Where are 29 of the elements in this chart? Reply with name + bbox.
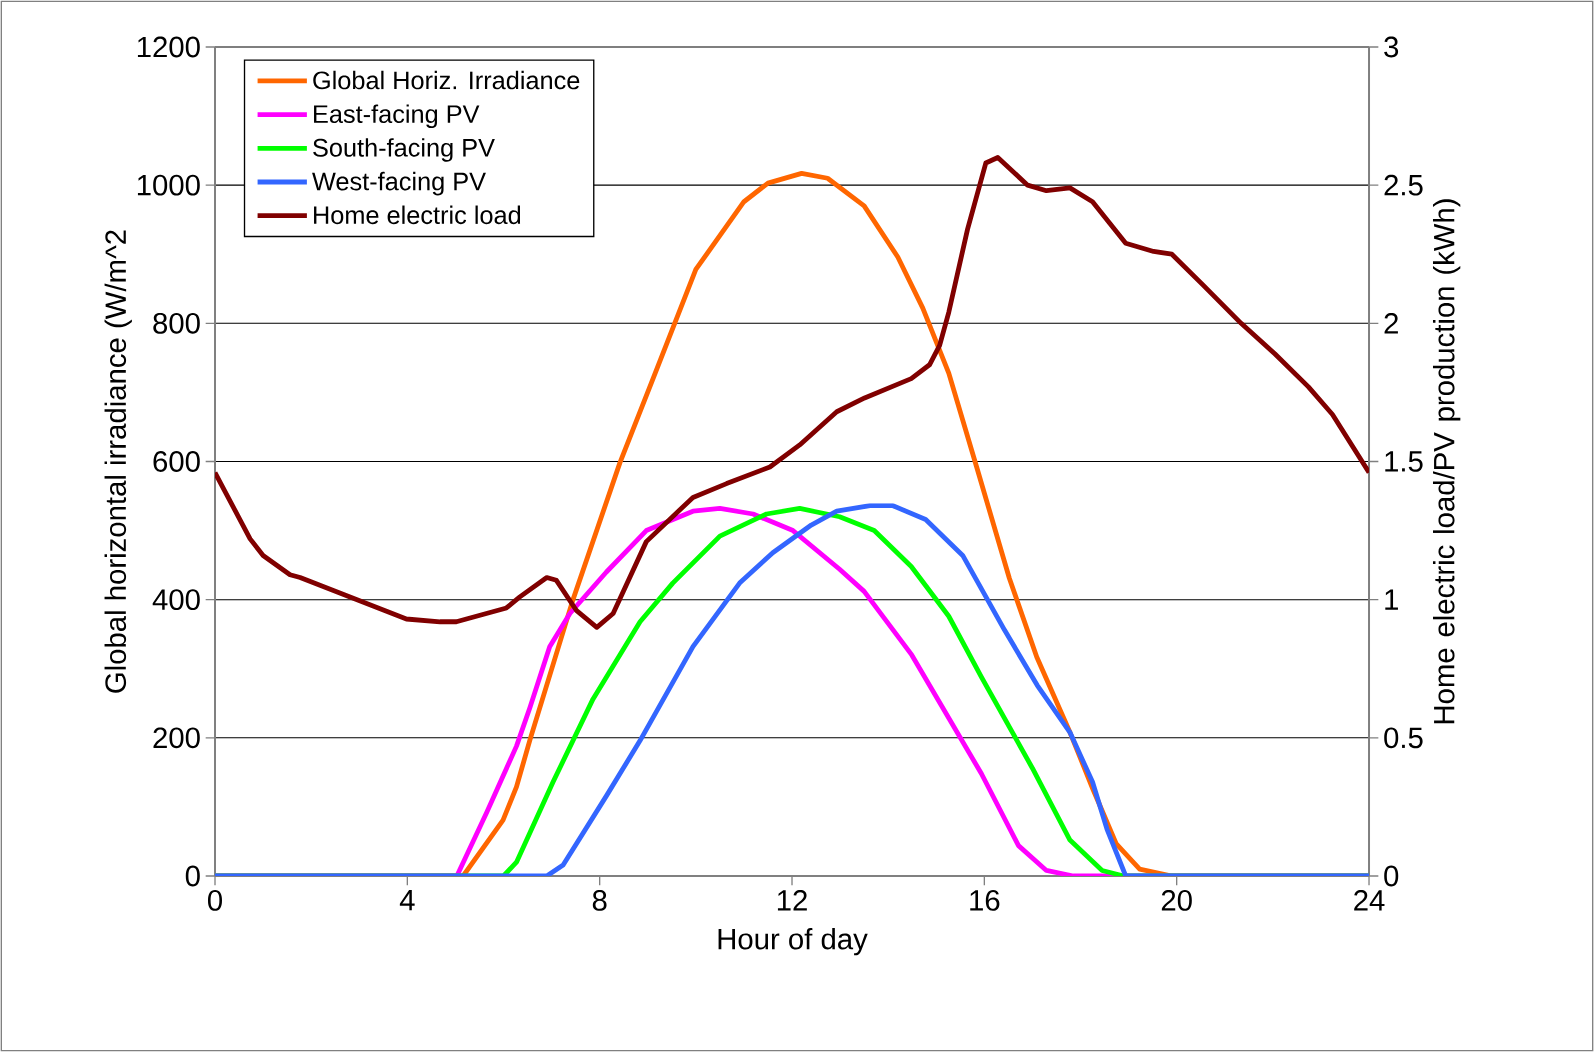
y2-tick-label: 3	[1384, 36, 1399, 58]
legend-label: Global Horiz. Irradiance	[313, 70, 580, 90]
x-tick-label: 0	[207, 890, 222, 911]
y-tick-label: 800	[153, 312, 200, 334]
x-axis-title: Hour of day	[718, 927, 868, 956]
y2-tick-label: 1.5	[1385, 451, 1423, 472]
y2-tick-label: 0	[1384, 865, 1399, 887]
y-axis-title: Global horizontal irradiance (W/m^2	[104, 230, 132, 693]
x-tick-label: 4	[399, 890, 415, 911]
y2-tick-label: 0.5	[1384, 727, 1423, 749]
y2-tick-label: 2	[1384, 313, 1398, 334]
x-tick-label: 8	[592, 890, 607, 911]
y-tick-label: 1000	[137, 174, 200, 196]
legend-label: South-facing PV	[313, 138, 495, 162]
y-tick-label: 0	[185, 865, 200, 887]
x-tick-label: 20	[1161, 890, 1192, 911]
y2-axis-title: Home electric load/PV production (kWh)	[1432, 199, 1461, 724]
y-tick-label: 1200	[137, 36, 200, 58]
legend-label: Home electric load	[314, 205, 521, 225]
legend-label: East-facing PV	[314, 104, 480, 129]
y-tick-label: 600	[153, 451, 200, 472]
legend-label: West-facing PV	[312, 171, 486, 196]
y-tick-label: 200	[153, 727, 200, 749]
x-tick-label: 12	[777, 890, 807, 911]
y2-tick-label: 2.5	[1384, 174, 1423, 196]
y-tick-label: 400	[152, 589, 200, 611]
x-tick-label: 16	[970, 890, 1000, 911]
y2-tick-label: 1	[1385, 589, 1398, 610]
x-tick-label: 24	[1354, 890, 1385, 911]
